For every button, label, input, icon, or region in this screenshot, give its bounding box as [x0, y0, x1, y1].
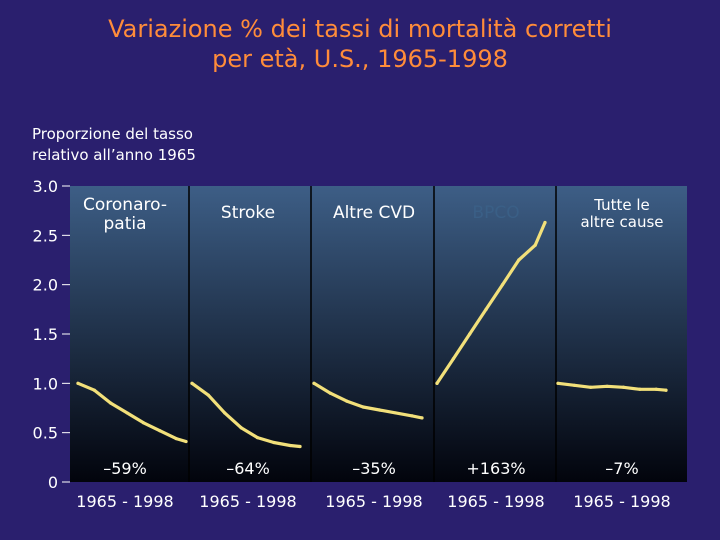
data-point	[638, 387, 642, 391]
data-point	[76, 381, 80, 385]
data-point	[605, 384, 609, 388]
y-axis-label-line-2: relativo all’anno 1965	[32, 146, 196, 164]
data-point	[345, 399, 349, 403]
panel-coronaropatia: Coronaro-patia –59% 1965 - 1998	[76, 195, 188, 511]
title-line-1: Variazione % dei tassi di mortalità corr…	[108, 15, 612, 43]
y-axis-label-line-1: Proporzione del tasso	[32, 125, 193, 143]
panel-stroke: Stroke –64% 1965 - 1998	[190, 203, 302, 511]
series-line	[556, 381, 668, 392]
panel-label-line: altre cause	[580, 213, 663, 231]
x-range-label: 1965 - 1998	[325, 492, 422, 511]
series-line	[312, 381, 424, 420]
y-tick-label: 1.0	[33, 374, 58, 393]
plot-panel	[70, 186, 687, 482]
data-point	[377, 408, 382, 412]
data-point	[451, 357, 455, 361]
y-axis: 3.0 2.5 2.0 1.5 1.0 0.5 0	[33, 177, 70, 492]
data-point	[206, 393, 210, 397]
data-point	[92, 388, 96, 392]
data-point	[288, 443, 292, 448]
percent-change-label: –35%	[352, 459, 396, 478]
chart-title: Variazione % dei tassi di mortalità corr…	[0, 14, 720, 74]
panel-bpco: BPCO +163% 1965 - 1998	[435, 203, 547, 511]
data-point	[533, 243, 537, 247]
data-point	[589, 385, 593, 389]
panel-altre-cvd: Altre CVD –35% 1965 - 1998	[312, 203, 424, 511]
panel-label-line: Coronaro-	[83, 195, 167, 215]
data-point	[543, 220, 547, 225]
data-point	[239, 426, 243, 430]
percent-change-label: –59%	[103, 459, 147, 478]
data-point	[125, 411, 129, 415]
title-line-2: per età, U.S., 1965-1998	[212, 45, 508, 73]
y-tick-label: 2.0	[33, 276, 58, 295]
data-point	[174, 436, 178, 441]
y-axis-label: Proporzione del tasso relativo all’anno …	[32, 124, 196, 166]
data-point	[361, 405, 365, 409]
data-point	[328, 391, 332, 395]
data-point	[420, 416, 424, 420]
data-point	[484, 307, 488, 311]
data-point	[556, 381, 560, 385]
panel-label: Coronaro-patia	[83, 195, 167, 234]
panel-label: BPCO	[472, 203, 519, 223]
series-line	[190, 381, 302, 449]
data-point	[272, 440, 276, 445]
data-point	[572, 383, 576, 387]
data-point	[394, 411, 398, 415]
data-point	[298, 444, 302, 449]
series-line	[76, 381, 188, 444]
percent-change-label: –7%	[605, 459, 638, 478]
data-point	[158, 429, 162, 433]
data-point	[109, 401, 113, 405]
data-point	[435, 381, 439, 385]
x-range-label: 1965 - 1998	[76, 492, 173, 511]
y-tick-label: 1.5	[33, 325, 58, 344]
data-point	[664, 388, 668, 392]
data-point	[468, 332, 472, 336]
data-point	[312, 381, 316, 385]
data-point	[410, 414, 414, 418]
data-point	[500, 283, 505, 287]
data-point	[621, 385, 626, 389]
percent-change-label: –64%	[226, 459, 270, 478]
panel-label-line: BPCO	[472, 203, 519, 223]
panel-label-line: Altre CVD	[333, 203, 415, 223]
y-tick-label: 2.5	[33, 226, 58, 245]
data-point	[141, 421, 146, 425]
x-range-label: 1965 - 1998	[573, 492, 670, 511]
chart-panels: Coronaro-patia –59% 1965 - 1998 Stroke –64% 1…	[76, 186, 671, 511]
panel-label: Tutte le altre cause	[580, 196, 663, 231]
y-tick-label: 3.0	[33, 177, 58, 196]
panel-label: Altre CVD	[333, 203, 415, 223]
panel-tutte-le-altre-cause: Tutte le altre cause –7% 1965 - 1998	[556, 196, 671, 511]
panel-label-line: Tutte le	[593, 196, 650, 214]
data-point	[184, 439, 188, 444]
data-point	[517, 258, 521, 262]
percent-change-label: +163%	[466, 459, 525, 478]
panel-label-line: Stroke	[221, 203, 275, 223]
y-tick-label: 0	[48, 473, 58, 492]
x-range-label: 1965 - 1998	[199, 492, 296, 511]
x-range-label: 1965 - 1998	[447, 492, 544, 511]
panel-label-line: patia	[103, 214, 146, 234]
data-point	[654, 387, 658, 391]
data-point	[223, 411, 227, 415]
data-point	[190, 381, 194, 385]
data-point	[255, 436, 260, 440]
series-line	[435, 220, 547, 385]
y-tick-label: 0.5	[33, 424, 58, 443]
panel-label: Stroke	[221, 203, 275, 223]
